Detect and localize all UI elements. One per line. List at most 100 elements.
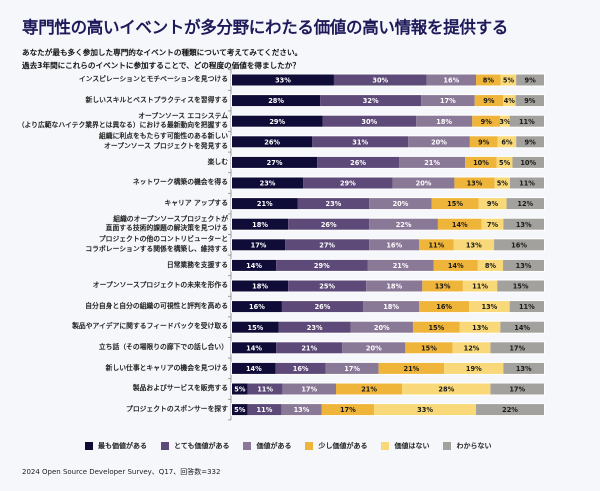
legend-swatch [243, 442, 252, 450]
bar-segment [500, 321, 544, 333]
category-label: 新しいスキルとベストプラクティスを習得する [85, 95, 228, 104]
bar-segment [232, 342, 277, 354]
category-label: 組織に利点をもたらす可能性のある新しい オープンソース プロジェクトを発見する [98, 132, 228, 150]
data-label: 21% [257, 200, 273, 208]
data-label: 21% [301, 344, 317, 352]
bar-segment [469, 136, 498, 148]
data-label: 11% [519, 118, 535, 126]
data-label: 33% [275, 77, 291, 85]
data-label: 23% [260, 180, 276, 188]
data-label: 13% [516, 262, 532, 270]
bar-segment [366, 280, 423, 292]
legend: 最も価値がある とても価値がある 価値がある 少し価値がある 価値はない わからない [85, 441, 505, 451]
bar-segment [247, 404, 282, 416]
bar-segment [419, 239, 454, 251]
category-label: オープンソースプロジェクトの未来を形作る [92, 281, 228, 290]
bar-segment [408, 136, 470, 148]
bar-segment [278, 321, 351, 333]
data-label: 13% [472, 324, 488, 332]
data-label: 32% [363, 97, 379, 105]
bar-segment [288, 280, 367, 292]
bar-segment [476, 404, 544, 416]
legend-label: 価値はない [394, 442, 430, 450]
chart-subtitle: あなたが最も多く参加した専門的なイベントの種類について考えてみてください。 過去… [22, 47, 302, 72]
data-label: 11% [519, 180, 535, 188]
data-label: 5% [497, 180, 509, 188]
data-label: 23% [307, 324, 323, 332]
data-label: 18% [386, 283, 402, 291]
data-label: 20% [416, 180, 432, 188]
data-label: 7% [487, 221, 499, 229]
data-label: 6% [501, 138, 513, 146]
legend-label: わからない [456, 442, 492, 450]
bar-segment [506, 198, 544, 210]
data-label: 25% [319, 283, 335, 291]
data-label: 11% [519, 303, 535, 311]
legend-label: とても価値がある [174, 442, 230, 450]
data-label: 13% [435, 283, 451, 291]
data-label: 8% [483, 77, 495, 85]
bar-segment [500, 74, 517, 86]
data-label: 9% [524, 97, 536, 105]
bar-segment [333, 74, 427, 86]
data-label: 16% [249, 303, 265, 311]
bar-segment [503, 362, 544, 374]
legend-label: 価値がある [256, 442, 292, 450]
data-label: 12% [464, 344, 480, 352]
data-label: 17% [440, 97, 456, 105]
data-label: 28% [268, 97, 284, 105]
bar-segment [426, 74, 477, 86]
data-label: 30% [361, 118, 377, 126]
bar-segment [503, 95, 516, 107]
data-label: 15% [421, 344, 437, 352]
category-label: 楽しむ [207, 157, 228, 166]
category-label: キャリア アップする [164, 198, 228, 207]
data-label: 14% [246, 365, 262, 373]
data-label: 8% [485, 262, 497, 270]
data-label: 15% [513, 283, 529, 291]
bar-segment [437, 218, 482, 230]
bar-segment [232, 301, 282, 313]
data-label: 9% [524, 138, 536, 146]
bar-segment [321, 404, 375, 416]
chart-title: 専門性の高いイベントが多分野にわたる価値の高い情報を提供する [22, 18, 509, 37]
data-label: 5% [503, 77, 515, 85]
data-label: 21% [361, 386, 377, 394]
bar-segment [350, 321, 413, 333]
bar-segment [232, 404, 248, 416]
bar-segment [503, 259, 544, 271]
category-label: プロジェクトの他のコントリビューターと コラボレーションする関係を構築し、維持する [85, 235, 228, 253]
bar-segment [232, 74, 334, 86]
data-label: 22% [396, 221, 412, 229]
data-label: 9% [481, 118, 493, 126]
data-label: 13% [516, 221, 532, 229]
data-label: 21% [404, 365, 420, 373]
bar-segment [509, 301, 544, 313]
data-label: 11% [257, 406, 273, 414]
data-label: 18% [252, 221, 268, 229]
bar-segment [516, 136, 544, 148]
data-label: 11% [428, 241, 444, 249]
legend-item: わからない [443, 441, 491, 451]
data-label: 17% [509, 386, 525, 394]
bar-segment [363, 301, 420, 313]
bar-segment [232, 218, 289, 230]
data-label: 14% [246, 344, 262, 352]
legend-swatch [305, 442, 314, 450]
bar-segment [232, 280, 289, 292]
data-label: 9% [478, 138, 490, 146]
data-label: 28% [438, 386, 454, 394]
bar-segment [317, 156, 400, 168]
bar-segment [509, 115, 544, 127]
bar-segment [481, 218, 504, 230]
bar-segment [282, 383, 336, 395]
bar-segment [421, 95, 475, 107]
category-label: 立ち話（その場限りの廊下での話し合い） [98, 343, 228, 352]
bar-segment [490, 383, 544, 395]
bar-segment [497, 136, 517, 148]
data-label: 16% [443, 77, 459, 85]
bar-segment [288, 218, 370, 230]
data-label: 14% [246, 262, 262, 270]
data-label: 18% [252, 283, 268, 291]
bar-segment [232, 321, 279, 333]
